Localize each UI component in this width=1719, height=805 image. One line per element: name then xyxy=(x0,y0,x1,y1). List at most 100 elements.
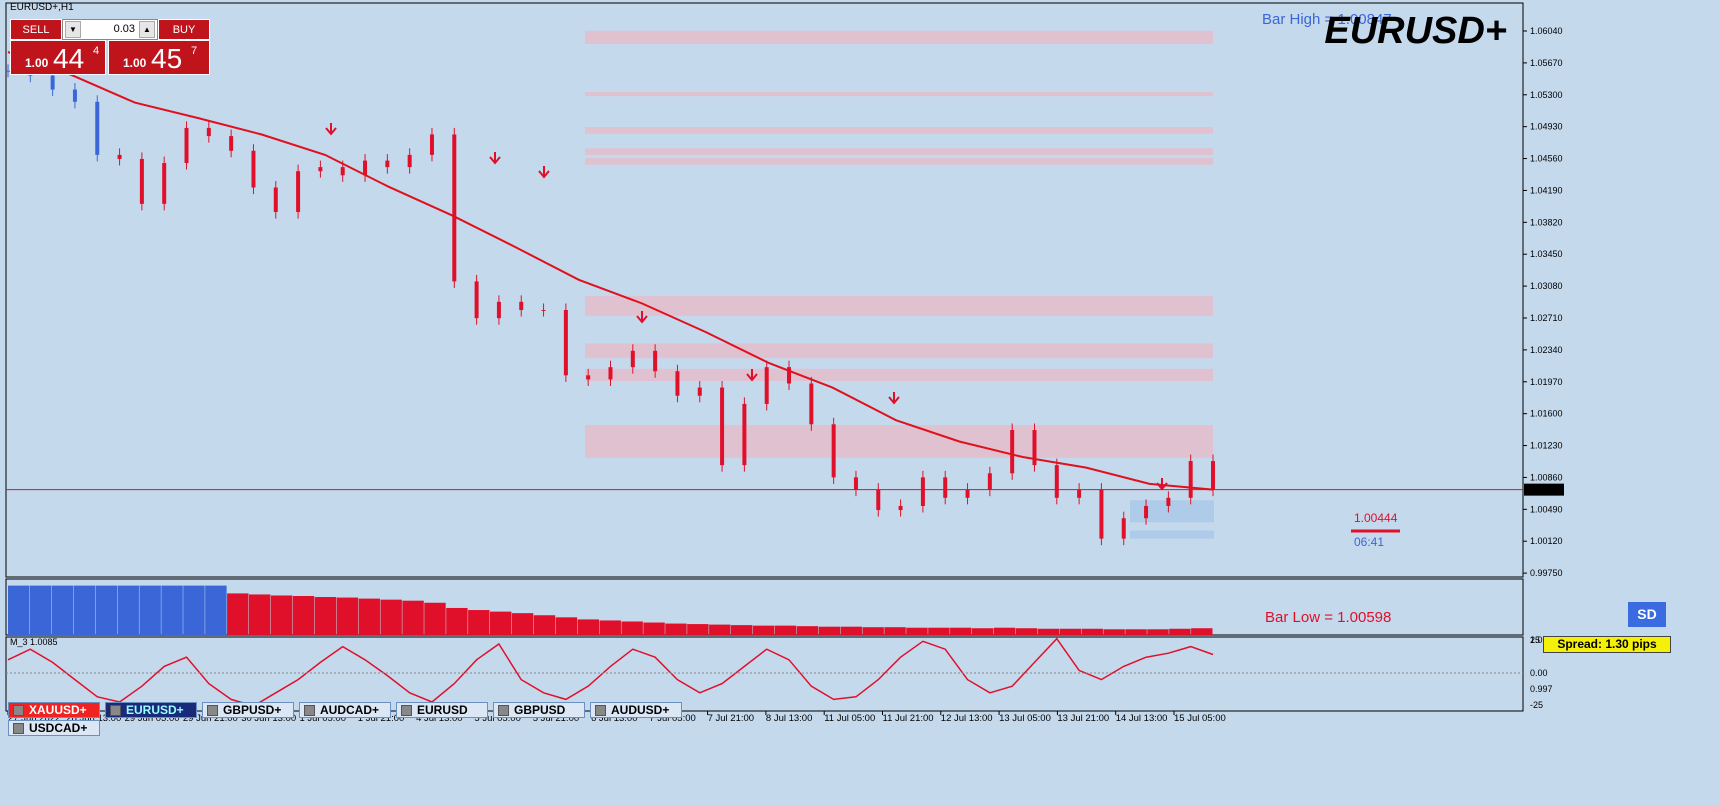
spread-badge: Spread: 1.30 pips xyxy=(1543,636,1671,653)
candle-body xyxy=(563,310,568,376)
tab-audusdplus[interactable]: AUDUSD+ xyxy=(590,702,682,718)
volume-bar xyxy=(687,624,709,635)
bar-high-label: Bar High = 1.00847 xyxy=(1262,11,1392,28)
sd-badge[interactable]: SD xyxy=(1628,602,1666,627)
tab-label: EURUSD xyxy=(417,703,468,717)
x-tick-label: 27 Jun 2022 xyxy=(8,713,60,724)
lot-value[interactable]: 0.03 xyxy=(113,23,135,35)
volume-bar xyxy=(468,610,490,635)
candle-body xyxy=(1099,489,1104,539)
volume-bar xyxy=(599,620,621,635)
candle-body xyxy=(1032,430,1037,466)
volume-bar xyxy=(906,627,928,635)
oscillator-ylabel: 25 xyxy=(1530,635,1540,645)
tab-eurusdplus[interactable]: EURUSD+ xyxy=(105,702,197,718)
volume-bar xyxy=(227,593,249,635)
price-marker-box xyxy=(1524,483,1564,496)
volume-bar xyxy=(380,599,402,635)
lot-increase-icon[interactable]: ▲ xyxy=(139,21,155,38)
volume-bar xyxy=(577,619,600,635)
volume-bar xyxy=(665,623,687,635)
volume-bar xyxy=(928,627,950,635)
volume-bar xyxy=(993,627,1016,635)
y-tick-label: 1.03080 xyxy=(1530,281,1563,291)
candle-body xyxy=(586,375,591,380)
x-tick-label: 15 Jul 05:00 xyxy=(1174,713,1226,724)
volume-bar xyxy=(621,621,643,635)
candle-body xyxy=(1077,489,1082,498)
tab-gbpusd[interactable]: GBPUSD xyxy=(493,702,585,718)
candle-body xyxy=(675,371,680,396)
tab-label: AUDCAD+ xyxy=(320,703,380,717)
volume-bar xyxy=(818,626,841,635)
tab-color-icon xyxy=(498,705,509,716)
volume-bar xyxy=(1169,628,1191,635)
y-tick-label: 1.03450 xyxy=(1530,249,1563,259)
tab-gbpusdplus[interactable]: GBPUSD+ xyxy=(202,702,294,718)
tab-eurusd[interactable]: EURUSD xyxy=(396,702,488,718)
candle-body xyxy=(1188,461,1193,498)
volume-bar xyxy=(183,585,205,635)
buy-price[interactable]: 1.00 45 7 xyxy=(108,40,210,75)
buy-button[interactable]: BUY xyxy=(158,19,210,40)
x-tick-label: 8 Jul 13:00 xyxy=(766,713,812,724)
oscillator-line xyxy=(7,637,1214,707)
supply-zone xyxy=(585,368,1213,382)
y-tick-label: 1.01970 xyxy=(1530,377,1563,387)
supply-zone xyxy=(585,343,1213,359)
candle-body xyxy=(229,136,234,151)
candle-body xyxy=(95,101,100,155)
candle-body xyxy=(1166,497,1171,506)
volume-bar xyxy=(555,617,578,635)
x-tick-label: 1 Jul 05:00 xyxy=(300,713,346,724)
volume-bar xyxy=(950,627,972,635)
y-tick-label: 1.05300 xyxy=(1530,90,1563,100)
tab-color-icon xyxy=(401,705,412,716)
candle-body xyxy=(630,350,635,368)
sell-arrow-icon xyxy=(746,369,758,382)
volume-bar xyxy=(490,611,512,635)
volume-bar xyxy=(446,607,468,635)
oscillator-panel-frame xyxy=(5,636,1524,712)
lot-size-field[interactable]: ▼ 0.03 ▲ xyxy=(62,19,158,40)
tab-color-icon xyxy=(110,705,121,716)
candle-body xyxy=(251,150,256,188)
volume-bar xyxy=(51,585,74,635)
volume-ylabel: 0.997 xyxy=(1530,684,1553,694)
candle-body xyxy=(474,281,479,319)
volume-bar xyxy=(643,622,665,635)
candle-body xyxy=(987,473,992,490)
sell-price-prefix: 1.00 xyxy=(25,56,49,70)
candle-body xyxy=(787,367,792,384)
tab-color-icon xyxy=(13,705,24,716)
x-tick-label: 5 Jul 05:00 xyxy=(474,713,520,724)
tab-label: GBPUSD+ xyxy=(223,703,282,717)
volume-bar xyxy=(709,624,731,635)
tab-label: USDCAD+ xyxy=(29,721,88,735)
symbol-watermark: EURUSD+ xyxy=(1324,10,1507,52)
volume-bar xyxy=(840,626,862,635)
tab-label: AUDUSD+ xyxy=(611,703,670,717)
supply-zone xyxy=(585,158,1213,165)
x-tick-label: 13 Jul 21:00 xyxy=(1057,713,1109,724)
y-tick-label: 1.02340 xyxy=(1530,345,1563,355)
lot-decrease-icon[interactable]: ▼ xyxy=(65,21,81,38)
candle-body xyxy=(697,387,702,396)
tab-usdcadplus[interactable]: USDCAD+ xyxy=(8,720,100,736)
one-click-trade-panel: SELL ▼ 0.03 ▲ BUY 1.00 44 4 1.00 45 7 xyxy=(10,19,210,75)
y-tick-label: 1.00490 xyxy=(1530,504,1563,514)
tab-audcadplus[interactable]: AUDCAD+ xyxy=(299,702,391,718)
sell-price[interactable]: 1.00 44 4 xyxy=(10,40,106,75)
volume-bar xyxy=(796,626,819,635)
sell-button[interactable]: SELL xyxy=(10,19,62,40)
candle-body xyxy=(519,301,524,311)
bar-low-label: Bar Low = 1.00598 xyxy=(1265,609,1391,626)
candle-body xyxy=(1211,461,1215,490)
volume-bar xyxy=(292,596,315,635)
volume-label: M_3 1.0085 xyxy=(10,637,58,647)
demand-zone xyxy=(1130,530,1214,539)
tab-xauusdplus[interactable]: XAUUSD+ xyxy=(8,702,100,718)
x-tick-label: 29 Jun 05:00 xyxy=(125,713,180,724)
volume-bar xyxy=(533,615,556,635)
